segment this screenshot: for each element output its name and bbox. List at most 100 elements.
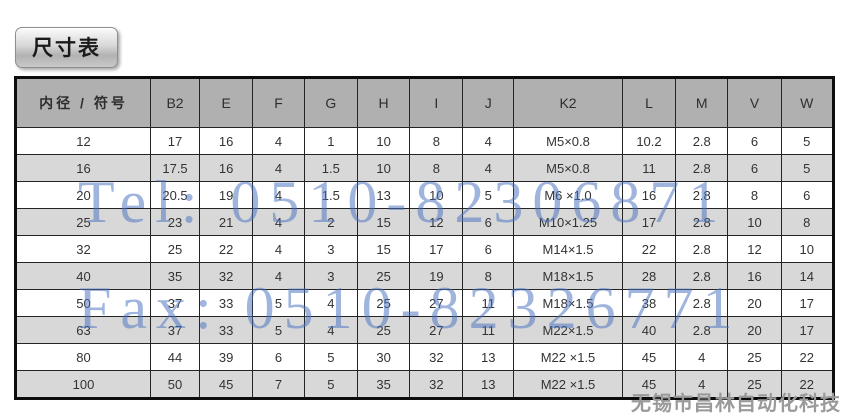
table-cell: 25	[356, 316, 411, 344]
table-cell: 32	[409, 370, 464, 399]
table-cell: 2	[303, 208, 358, 236]
table-cell: 4	[303, 289, 358, 317]
table-cell: 32	[199, 262, 254, 290]
table-cell: M22×1.5	[513, 316, 623, 344]
column-header: I	[409, 77, 464, 128]
table-cell: 22	[780, 343, 835, 371]
table-cell: 19	[409, 262, 464, 290]
table-cell: 5	[780, 127, 835, 155]
table-cell: 1.5	[303, 154, 358, 182]
table-cell: 40	[15, 262, 151, 290]
table-cell: 32	[15, 235, 151, 263]
column-header: 内径 / 符号	[15, 77, 151, 128]
table-cell: 2.8	[675, 127, 729, 155]
table-cell: 13	[462, 343, 515, 371]
table-cell: 5	[780, 154, 835, 182]
table-cell: 10	[356, 127, 411, 155]
table-cell: 7	[252, 370, 305, 399]
table-cell: 16	[621, 181, 677, 209]
table-cell: 40	[621, 316, 677, 344]
table-cell: 35	[149, 262, 201, 290]
table-cell: 4	[252, 127, 305, 155]
table-cell: 3	[303, 262, 358, 290]
table-cell: 27	[409, 289, 464, 317]
table-cell: 25	[356, 289, 411, 317]
table-cell: 80	[15, 343, 151, 371]
table-cell: 17	[780, 289, 835, 317]
section-title-badge: 尺寸表	[15, 27, 118, 68]
table-cell: 2.8	[675, 289, 729, 317]
table-row: 40 35 32 4 3 25 19 8 M18×1.5 28 2.8 16 14	[15, 262, 835, 290]
table-cell: 22	[621, 235, 677, 263]
table-cell: 6	[780, 181, 835, 209]
table-cell: 39	[199, 343, 254, 371]
table-cell: 2.8	[675, 316, 729, 344]
table-cell: 27	[409, 316, 464, 344]
table-row: 32 25 22 4 3 15 17 6 M14×1.5 22 2.8 12 10	[15, 235, 835, 263]
table-cell: 16	[727, 262, 782, 290]
table-cell: 11	[462, 316, 515, 344]
table-cell: M6 ×1.0	[513, 181, 623, 209]
table-cell: 4	[675, 370, 729, 399]
table-cell: 50	[15, 289, 151, 317]
table-cell: 17	[780, 316, 835, 344]
table-cell: 10	[727, 208, 782, 236]
table-cell: 33	[199, 316, 254, 344]
table-cell: 25	[149, 235, 201, 263]
table-row: 12 17 16 4 1 10 8 4 M5×0.8 10.2 2.8 6 5	[15, 127, 835, 155]
table-cell: 10	[356, 154, 411, 182]
table-cell: 4	[252, 235, 305, 263]
table-row: 20 20.5 19 4 1.5 13 10 5 M6 ×1.0 16 2.8 8 6	[15, 181, 835, 209]
dimension-table: 内径 / 符号 B2 E F G H I J K2 L M V W 12 17 16 4 1 10 8 4 M5×0.8…	[14, 76, 835, 400]
table-cell: 14	[780, 262, 835, 290]
table-header: 内径 / 符号 B2 E F G H I J K2 L M V W	[15, 77, 835, 128]
table-cell: 12	[15, 127, 151, 155]
table-cell: 10.2	[621, 127, 677, 155]
table-cell: 3	[303, 235, 358, 263]
table-cell: M5×0.8	[513, 127, 623, 155]
table-cell: 30	[356, 343, 411, 371]
table-cell: 21	[199, 208, 254, 236]
table-cell: 20	[727, 289, 782, 317]
table-cell: 13	[356, 181, 411, 209]
column-header: V	[727, 77, 782, 128]
table-cell: 4	[675, 343, 729, 371]
table-cell: 11	[621, 154, 677, 182]
table-cell: 8	[409, 154, 464, 182]
table-cell: 32	[409, 343, 464, 371]
table-cell: 8	[409, 127, 464, 155]
table-cell: 6	[462, 235, 515, 263]
table-cell: 100	[15, 370, 151, 399]
column-header: J	[462, 77, 515, 128]
table-row: 63 37 33 5 4 25 27 11 M22×1.5 40 2.8 20 17	[15, 316, 835, 344]
table-cell: 6	[727, 154, 782, 182]
table-cell: 16	[199, 154, 254, 182]
table-cell: M18×1.5	[513, 289, 623, 317]
table-cell: 17.5	[149, 154, 201, 182]
table-cell: 5	[462, 181, 515, 209]
table-cell: 50	[149, 370, 201, 399]
table-cell: 13	[462, 370, 515, 399]
table-cell: M5×0.8	[513, 154, 623, 182]
column-header: W	[780, 77, 835, 128]
dimension-table-container: 内径 / 符号 B2 E F G H I J K2 L M V W 12 17 16 4 1 10 8 4 M5×0.8…	[14, 76, 835, 400]
column-header: F	[252, 77, 305, 128]
table-cell: 6	[462, 208, 515, 236]
table-cell: 25	[727, 370, 782, 399]
table-cell: 63	[15, 316, 151, 344]
table-body: 12 17 16 4 1 10 8 4 M5×0.8 10.2 2.8 6 5 16 17.5 16 4 1.5 1…	[15, 127, 835, 399]
table-cell: 2.8	[675, 262, 729, 290]
column-header: L	[621, 77, 677, 128]
table-cell: M18×1.5	[513, 262, 623, 290]
column-header: M	[675, 77, 729, 128]
table-cell: 45	[621, 343, 677, 371]
column-header: G	[303, 77, 358, 128]
table-cell: 4	[252, 208, 305, 236]
table-cell: 5	[252, 289, 305, 317]
table-header-row: 内径 / 符号 B2 E F G H I J K2 L M V W	[15, 77, 835, 128]
column-header: K2	[513, 77, 623, 128]
table-cell: 25	[15, 208, 151, 236]
table-cell: 4	[462, 127, 515, 155]
table-cell: 8	[780, 208, 835, 236]
